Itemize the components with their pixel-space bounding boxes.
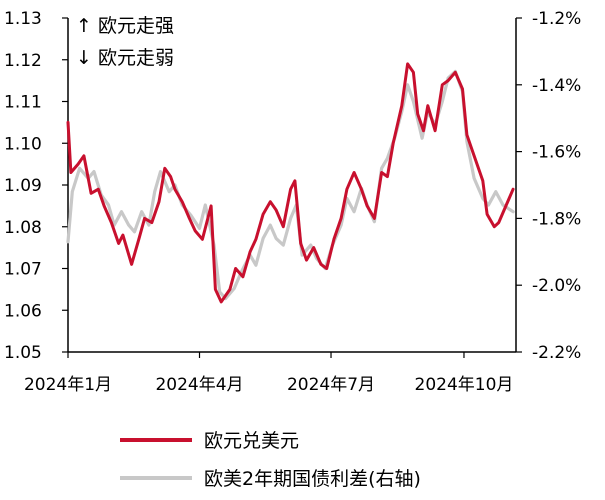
series-line-eurusd [66,62,515,304]
series-line-spread [66,69,515,301]
right-tick-label: -1.8% [532,209,581,229]
right-tick-label: -1.4% [532,76,581,96]
x-tick-label: 2024年10月 [415,375,514,395]
left-tick-label: 1.09 [4,176,42,196]
series-layer [66,62,515,304]
x-tick-label: 2024年1月 [24,375,112,395]
left-tick-label: 1.08 [4,218,42,238]
right-tick-label: -2.0% [532,276,581,296]
left-tick-label: 1.10 [4,134,42,154]
left-tick-label: 1.07 [4,260,42,280]
left-tick-label: 1.05 [4,343,42,363]
legend-label: 欧美2年期国债利差(右轴) [204,468,421,490]
x-tick-label: 2024年4月 [155,375,243,395]
left-tick-label: 1.06 [4,301,42,321]
right-tick-label: -1.6% [532,143,581,163]
right-tick-label: -2.2% [532,343,581,363]
right-tick-label: -1.2% [532,9,581,29]
annotation-down: ↓ 欧元走弱 [76,47,174,69]
legend-label: 欧元兑美元 [204,430,299,452]
axes [62,17,522,358]
left-tick-label: 1.12 [4,51,42,71]
x-tick-label: 2024年7月 [287,375,375,395]
left-tick-label: 1.11 [4,93,42,113]
annotation-up: ↑ 欧元走强 [76,15,174,37]
left-tick-label: 1.13 [4,9,42,29]
labels: 1.13 1.12 1.11 1.10 1.09 1.08 1.07 1.06 1.05 -1.2… [4,9,581,395]
annotations: ↑ 欧元走强 ↓ 欧元走弱 [76,15,174,69]
